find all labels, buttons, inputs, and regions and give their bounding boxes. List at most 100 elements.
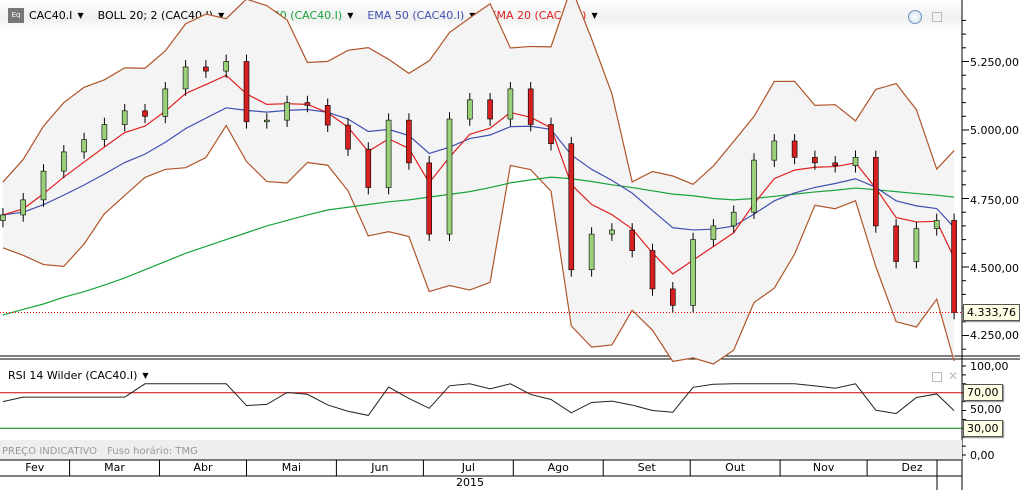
rsi-label: RSI 14 Wilder (CAC40.I) bbox=[8, 369, 138, 382]
candle-body bbox=[649, 250, 656, 290]
rsi-70-tag: 70,00 bbox=[963, 384, 1003, 401]
candle-body bbox=[0, 214, 6, 221]
month-label: Mar bbox=[104, 461, 125, 474]
month-label: Nov bbox=[812, 461, 835, 474]
candle-body bbox=[771, 140, 778, 161]
candle-body bbox=[609, 229, 615, 235]
candle-body bbox=[548, 124, 554, 144]
boll-label: BOLL 20; 2 (CAC40.I) bbox=[97, 8, 214, 22]
candle-body bbox=[385, 119, 392, 188]
candle-body bbox=[629, 229, 636, 251]
month-label: Abr bbox=[193, 461, 213, 474]
candle-body bbox=[487, 99, 493, 120]
rsi-30-tag: 30,00 bbox=[963, 420, 1003, 437]
candle-body bbox=[20, 199, 27, 216]
candle-body bbox=[933, 220, 940, 229]
rsi-line bbox=[2, 383, 955, 416]
candle-body bbox=[466, 99, 473, 120]
bollinger-lower bbox=[2, 124, 955, 365]
timezone-label: Fuso horário: TMG bbox=[107, 446, 198, 457]
candle-body bbox=[446, 118, 453, 235]
month-label: Jun bbox=[371, 461, 389, 474]
footer-band bbox=[0, 440, 962, 460]
month-label: Dez bbox=[901, 461, 923, 474]
candle-body bbox=[872, 157, 879, 227]
year-label: 2015 bbox=[456, 476, 484, 489]
candle-body bbox=[812, 157, 818, 164]
y-tick: 5.000,00 bbox=[970, 124, 1019, 137]
y-tick: 4.750,00 bbox=[970, 194, 1019, 207]
month-label: Ago bbox=[547, 461, 569, 474]
candle-body bbox=[365, 148, 372, 188]
y-tick: 4.250,00 bbox=[970, 329, 1019, 342]
candle-body bbox=[951, 220, 957, 313]
dropdown-icon: ▼ bbox=[142, 371, 149, 380]
candle-body bbox=[852, 157, 859, 166]
boll-legend[interactable]: BOLL 20; 2 (CAC40.I) ▼ bbox=[98, 9, 225, 22]
candle-body bbox=[324, 105, 331, 126]
symbol-legend[interactable]: Eq CAC40.I ▼ bbox=[8, 7, 84, 23]
bollinger-band-fill bbox=[2, 0, 955, 364]
indicator-legend-bar: Eq CAC40.I ▼ BOLL 20; 2 (CAC40.I) ▼ EMA 200… bbox=[0, 0, 962, 30]
month-label: Fev bbox=[25, 461, 45, 474]
month-label: Set bbox=[637, 461, 656, 474]
ema50-legend[interactable]: EMA 50 (CAC40.I) ▼ bbox=[367, 9, 475, 22]
candle-body bbox=[791, 140, 798, 158]
candle-body bbox=[263, 119, 270, 123]
rsi-legend[interactable]: RSI 14 Wilder (CAC40.I) ▼ bbox=[8, 369, 149, 382]
last-price-tag: 4.333,76 bbox=[963, 304, 1020, 321]
maximize-rsi-icon[interactable] bbox=[932, 372, 942, 382]
dropdown-icon: ▼ bbox=[77, 10, 84, 20]
candle-body bbox=[304, 102, 311, 106]
candle-body bbox=[527, 88, 534, 125]
dropdown-icon: ▼ bbox=[469, 10, 476, 20]
candle-body bbox=[730, 211, 737, 227]
ema50-line bbox=[2, 107, 955, 231]
candle-body bbox=[223, 61, 229, 72]
candle-body bbox=[893, 225, 899, 262]
candle-body bbox=[40, 170, 47, 201]
rsi-tick: 50,00 bbox=[970, 403, 1002, 416]
maximize-icon[interactable] bbox=[932, 12, 942, 22]
candle-body bbox=[669, 288, 676, 306]
candle-body bbox=[426, 162, 433, 235]
dropdown-icon: ▼ bbox=[218, 10, 225, 20]
price-note: PREÇO INDICATIVO bbox=[2, 446, 98, 457]
clock-icon[interactable] bbox=[908, 10, 922, 24]
dropdown-icon: ▼ bbox=[591, 10, 598, 20]
candle-body bbox=[121, 110, 128, 125]
y-tick: 4.500,00 bbox=[970, 262, 1019, 275]
candle-body bbox=[284, 102, 290, 121]
ema50-label: EMA 50 (CAC40.I) bbox=[367, 8, 465, 22]
month-label: Jul bbox=[461, 461, 475, 474]
candle-body bbox=[507, 88, 514, 120]
symbol-label: CAC40.I bbox=[29, 8, 73, 22]
candle-body bbox=[81, 139, 87, 153]
candle-body bbox=[568, 143, 575, 271]
month-label: Mai bbox=[281, 461, 302, 474]
candle-body bbox=[243, 61, 250, 123]
rsi-tick: 0,00 bbox=[970, 449, 995, 462]
chart-type-icon: Eq bbox=[8, 7, 24, 23]
candle-body bbox=[182, 66, 189, 90]
bollinger-upper bbox=[2, 0, 955, 186]
candle-body bbox=[588, 233, 595, 271]
candle-body bbox=[162, 88, 169, 117]
y-tick: 5.250,00 bbox=[970, 56, 1019, 69]
candle-body bbox=[60, 151, 67, 172]
candle-body bbox=[406, 119, 412, 164]
month-label: Out bbox=[725, 461, 746, 474]
candle-body bbox=[690, 239, 696, 306]
dropdown-icon: ▼ bbox=[347, 10, 354, 20]
candle-body bbox=[751, 159, 757, 213]
ema20-line bbox=[2, 74, 955, 275]
candle-body bbox=[832, 162, 839, 166]
candle-body bbox=[101, 124, 108, 140]
candle-body bbox=[913, 228, 920, 262]
candle-body bbox=[345, 124, 351, 150]
candle-body bbox=[142, 110, 148, 117]
candle-body bbox=[203, 66, 209, 72]
rsi-tick: 100,00 bbox=[970, 360, 1009, 373]
close-rsi-icon[interactable]: ✕ bbox=[948, 369, 959, 383]
